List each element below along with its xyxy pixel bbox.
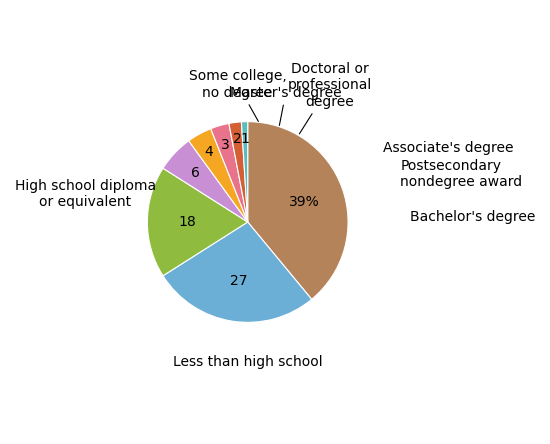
Text: 3: 3	[221, 138, 230, 152]
Text: 1: 1	[241, 132, 250, 146]
Text: 27: 27	[229, 274, 247, 289]
Wedge shape	[229, 122, 248, 222]
Wedge shape	[163, 222, 312, 322]
Text: Postsecondary
nondegree award: Postsecondary nondegree award	[400, 159, 522, 189]
Text: 18: 18	[179, 215, 196, 229]
Text: 6: 6	[191, 166, 200, 179]
Wedge shape	[189, 129, 248, 222]
Wedge shape	[248, 122, 348, 299]
Wedge shape	[147, 168, 248, 276]
Text: 39%: 39%	[289, 194, 320, 209]
Wedge shape	[241, 122, 248, 222]
Text: Less than high school: Less than high school	[173, 356, 322, 369]
Text: Master's degree: Master's degree	[230, 86, 342, 126]
Text: Some college,
no degree: Some college, no degree	[189, 69, 287, 121]
Text: 4: 4	[205, 145, 213, 159]
Text: Doctoral or
professional
degree: Doctoral or professional degree	[288, 62, 372, 134]
Wedge shape	[211, 123, 248, 222]
Text: Associate's degree: Associate's degree	[383, 141, 514, 155]
Wedge shape	[163, 141, 248, 222]
Text: High school diploma
or equivalent: High school diploma or equivalent	[14, 179, 156, 209]
Text: Bachelor's degree: Bachelor's degree	[410, 210, 536, 224]
Text: 2: 2	[233, 132, 241, 147]
